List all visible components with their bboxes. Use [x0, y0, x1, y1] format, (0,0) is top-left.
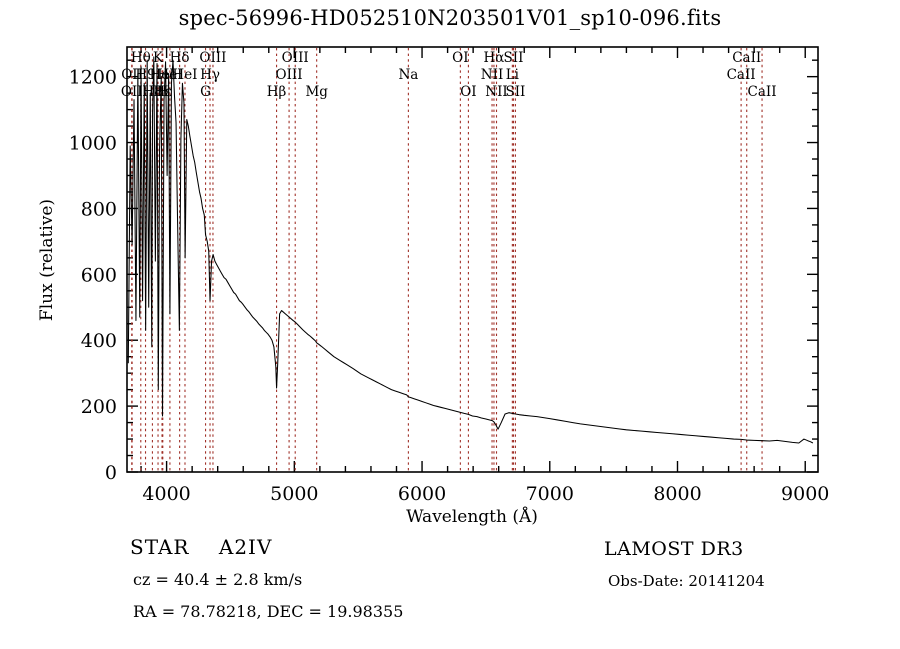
line-label: H: [157, 84, 169, 100]
spectral-line-markers: [131, 48, 763, 471]
line-label: H9: [135, 67, 155, 83]
x-tick-label: 5000: [270, 483, 318, 505]
x-tick-label: 4000: [142, 483, 190, 505]
x-axis-tick-labels: 4000 5000 6000 7000 8000 9000: [142, 483, 829, 505]
line-label: OIII: [276, 67, 303, 83]
spectrum-curve: [127, 56, 814, 444]
line-label: NII: [481, 67, 503, 83]
line-label: CaII: [732, 50, 761, 66]
y-tick-label: 0: [105, 462, 117, 484]
line-label: HeI: [157, 67, 182, 83]
line-label: SII: [504, 50, 524, 66]
line-label: Mg: [305, 84, 328, 100]
line-label: Hα: [484, 50, 505, 66]
object-type: STAR: [130, 535, 190, 559]
x-tick-label: 6000: [398, 483, 446, 505]
line-label: OI: [452, 50, 468, 66]
coordinates: RA = 78.78218, DEC = 19.98355: [133, 602, 404, 621]
x-tick-label: 9000: [781, 483, 829, 505]
line-label: Hθ: [131, 50, 151, 66]
line-label: OIII: [199, 50, 226, 66]
x-axis-ticks: [140, 47, 806, 472]
y-tick-label: 200: [81, 396, 117, 418]
y-tick-label: 800: [81, 198, 117, 220]
y-tick-label: 1000: [69, 133, 117, 155]
y-axis-tick-labels: 0 200 400 600 800 1000 1200: [69, 67, 117, 484]
plot-frame: [126, 46, 819, 473]
y-tick-label: 400: [81, 330, 117, 352]
y-tick-label: 1200: [69, 67, 117, 89]
line-label: Na: [398, 67, 418, 83]
line-label: NII: [485, 84, 507, 100]
x-axis-title: Wavelength (Å): [406, 506, 538, 527]
x-tick-label: 8000: [653, 483, 701, 505]
line-label: Hδ: [170, 50, 190, 66]
line-label: Hβ: [267, 84, 287, 100]
line-label: HeI: [172, 67, 197, 83]
page-title: spec-56996-HD052510N203501V01_sp10-096.f…: [178, 6, 722, 30]
line-label: CaII: [727, 67, 756, 83]
redshift-velocity: cz = 40.4 ± 2.8 km/s: [133, 570, 303, 589]
y-axis-title: Flux (relative): [37, 199, 57, 321]
line-label: OII: [121, 84, 143, 100]
spectral-class: A2IV: [218, 535, 273, 559]
line-label: Hγ: [200, 67, 220, 83]
y-tick-label: 600: [81, 264, 117, 286]
object-type-and-class: STAR A2IV: [130, 535, 272, 559]
line-label: G: [200, 84, 211, 100]
line-label: Li: [506, 67, 520, 83]
survey-name: LAMOST DR3: [604, 538, 744, 560]
line-label: OI: [460, 84, 476, 100]
x-tick-label: 7000: [526, 483, 574, 505]
y-axis-ticks: [127, 59, 818, 473]
line-label: OIII: [282, 50, 309, 66]
observation-date: Obs-Date: 20141204: [608, 572, 765, 590]
line-label: SII: [505, 84, 525, 100]
line-label: K: [153, 50, 164, 66]
line-label: CaII: [748, 84, 777, 100]
line-label: Hε: [153, 84, 172, 100]
